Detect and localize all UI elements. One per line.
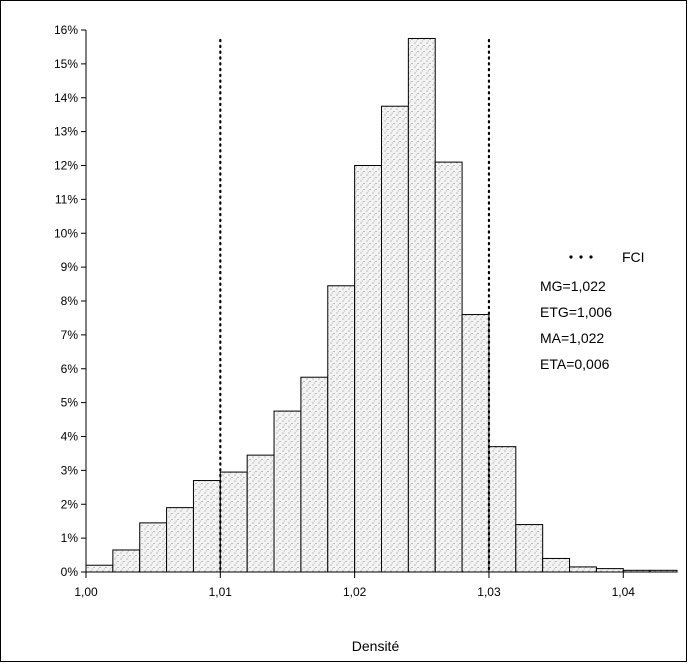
legend-dot-1 xyxy=(579,255,583,259)
y-tick-label-6: 6% xyxy=(61,362,79,376)
y-tick-label-11: 11% xyxy=(55,192,78,206)
histogram-bar-0 xyxy=(85,564,114,573)
histogram-bar-6 xyxy=(246,454,275,573)
legend-stat-ma: MA=1,022 xyxy=(540,330,604,346)
y-tick-label-5: 5% xyxy=(61,396,79,410)
legend-fci-label: FCI xyxy=(622,249,645,265)
x-tick-label-3: 1,03 xyxy=(477,585,501,599)
histogram-bar-4 xyxy=(192,480,221,573)
histogram-bar-12 xyxy=(407,37,436,573)
bars-layer xyxy=(85,37,678,573)
y-tick-label-16: 16% xyxy=(54,23,78,37)
histogram-bar-2 xyxy=(139,522,168,573)
legend-stat-etg: ETG=1,006 xyxy=(540,304,612,320)
y-tick-label-1: 1% xyxy=(61,531,79,545)
histogram-bar-17 xyxy=(542,557,571,573)
legend: FCI MG=1,022 ETG=1,006 MA=1,022 ETA=0,00… xyxy=(540,249,645,372)
histogram-bar-9 xyxy=(327,285,356,573)
histogram-bar-3 xyxy=(166,507,194,573)
x-tick-label-2: 1,02 xyxy=(343,585,367,599)
y-tick-label-2: 2% xyxy=(61,497,79,511)
y-tick-label-7: 7% xyxy=(61,328,79,342)
y-tick-label-12: 12% xyxy=(54,159,78,173)
y-tick-label-15: 15% xyxy=(54,57,78,71)
legend-stat-mg: MG=1,022 xyxy=(540,278,606,294)
legend-dot-2 xyxy=(589,255,593,259)
x-axis-title: Densité xyxy=(352,638,400,654)
legend-stat-eta: ETA=0,006 xyxy=(540,356,610,372)
histogram-bar-19 xyxy=(595,568,624,573)
y-tick-label-3: 3% xyxy=(61,463,79,477)
histogram-bar-15 xyxy=(488,446,517,573)
y-tick-label-10: 10% xyxy=(54,226,78,240)
histogram-bar-13 xyxy=(434,161,463,573)
histogram-bar-14 xyxy=(461,314,490,573)
x-tick-label-1: 1,01 xyxy=(209,585,233,599)
histogram-bar-11 xyxy=(381,105,409,573)
legend-dotted-marker xyxy=(569,255,593,259)
histogram-bar-1 xyxy=(112,549,141,573)
legend-dot-0 xyxy=(569,255,573,259)
x-tick-label-4: 1,04 xyxy=(612,585,636,599)
y-tick-label-13: 13% xyxy=(54,125,78,139)
reference-lines-layer xyxy=(219,38,491,574)
histogram-bar-5 xyxy=(219,471,248,573)
y-tick-label-0: 0% xyxy=(61,565,79,579)
y-tick-label-8: 8% xyxy=(61,294,79,308)
histogram-bar-18 xyxy=(569,566,597,573)
histogram-bar-16 xyxy=(515,524,544,573)
y-tick-label-9: 9% xyxy=(61,260,79,274)
x-tick-label-0: 1,00 xyxy=(74,585,98,599)
y-tick-label-14: 14% xyxy=(54,91,78,105)
histogram-bar-10 xyxy=(354,165,383,573)
histogram-bar-7 xyxy=(273,410,302,573)
histogram-bar-8 xyxy=(300,376,329,573)
axes-layer: 0% 1% 2% 3% 4% 5% 6% 7% 8% 9% 10% 11% 12% 13% 14% 15% 16… xyxy=(54,23,677,599)
y-tick-label-4: 4% xyxy=(61,430,79,444)
